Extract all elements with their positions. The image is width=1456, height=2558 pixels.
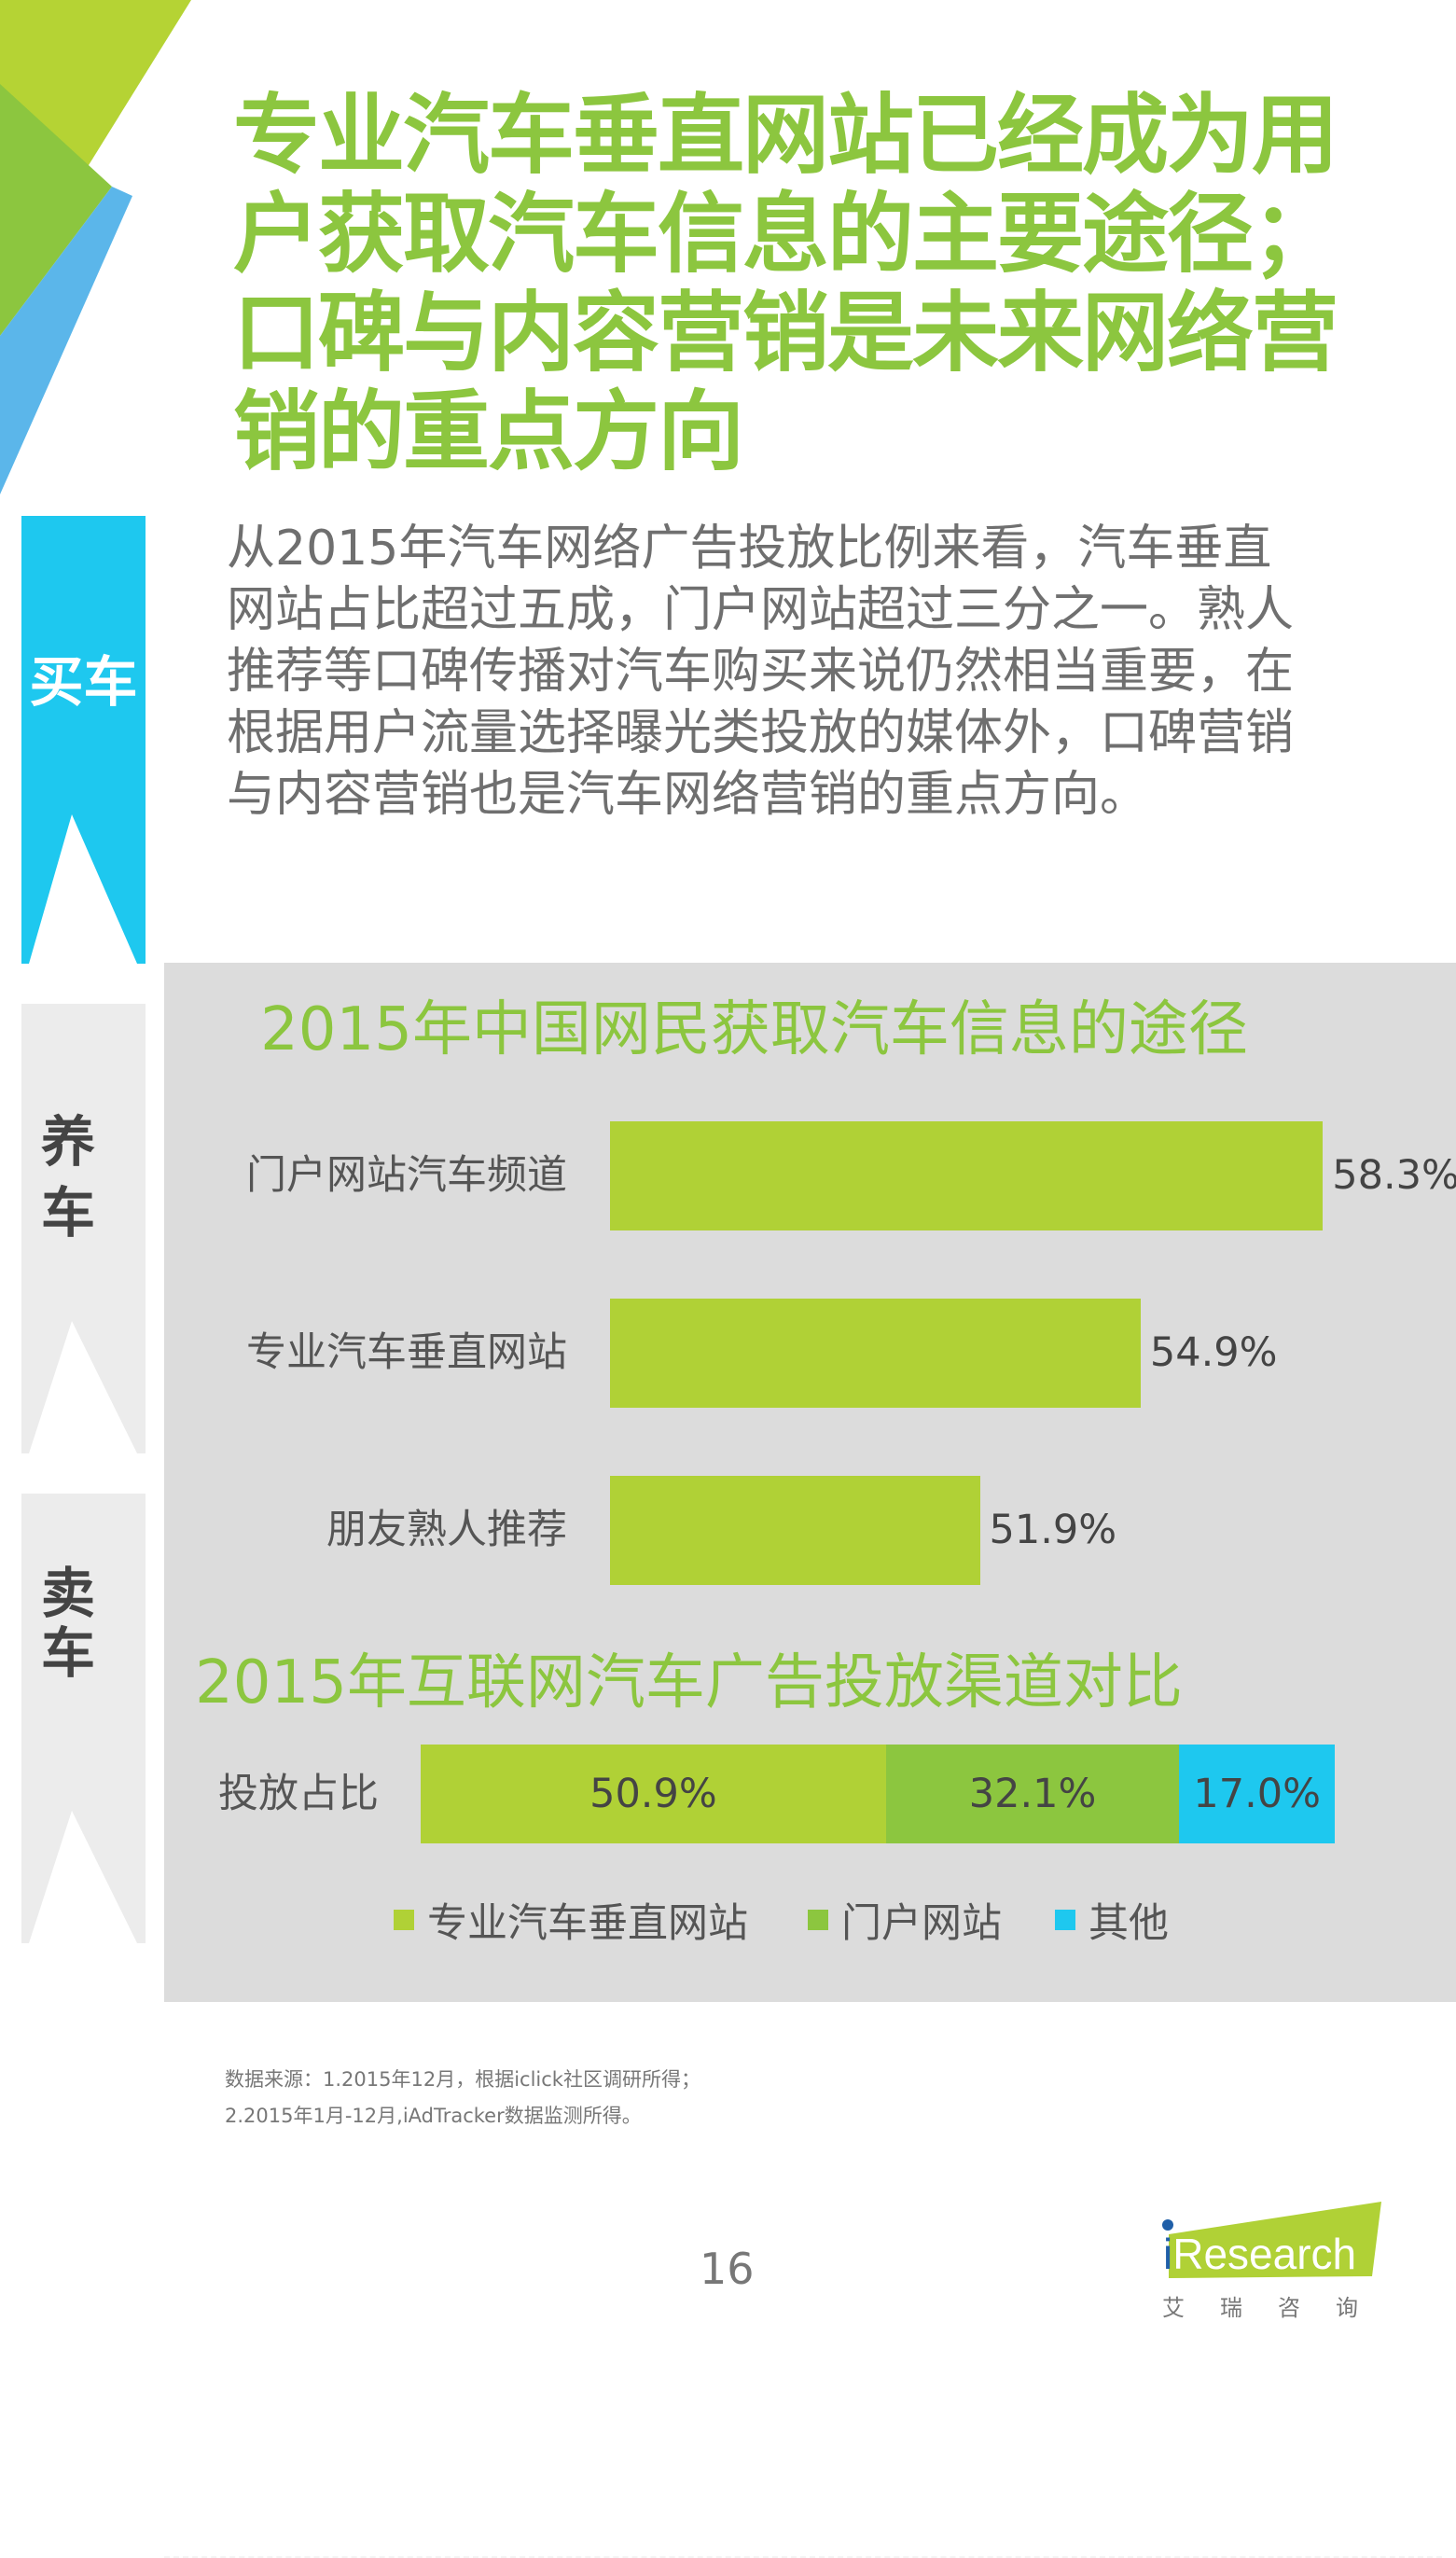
chart-panel: 2015年中国网民获取汽车信息的途径 门户网站汽车频道 58.3% 专业汽车垂直网站… <box>164 963 1456 2558</box>
bar-value-label: 58.3% <box>1332 1152 1456 1199</box>
title-line: 户获取汽车信息的主要途径； <box>233 184 1338 285</box>
legend-item: 专业汽车垂直网站 <box>394 1891 748 1949</box>
stacked-category-label: 投放占比 <box>218 1771 379 1817</box>
bar <box>610 1121 1324 1230</box>
body-paragraph: 从2015年汽车网络广告投放比例来看，汽车垂直 网站占比超过五成，门户网站超过三… <box>227 518 1383 826</box>
source-line: 2.2015年1月-12月,iAdTracker数据监测所得。 <box>225 2105 642 2127</box>
tab-label: 卖车 <box>40 1562 95 1685</box>
iresearch-logo: iResearch 艾瑞咨询 <box>1159 2202 1383 2323</box>
legend-label: 门户网站 <box>841 1900 1002 1947</box>
chart1-title: 2015年中国网民获取汽车信息的途径 <box>260 995 1248 1064</box>
legend-swatch <box>394 1910 414 1930</box>
body-line: 从2015年汽车网络广告投放比例来看，汽车垂直 <box>227 521 1272 577</box>
source-line: 数据来源：1.2015年12月，根据iclick社区调研所得； <box>225 2068 700 2091</box>
body-line: 与内容营销也是汽车网络营销的重点方向。 <box>227 767 1149 823</box>
corner-decoration <box>0 0 191 494</box>
title-line: 销的重点方向 <box>233 382 744 482</box>
body-line: 网站占比超过五成，门户网站超过三分之一。熟人 <box>227 582 1295 638</box>
logo-graphic: iResearch 艾瑞咨询 <box>1162 2202 1383 2321</box>
page-number: 16 <box>700 2244 755 2294</box>
tab-label: 养车 <box>40 1110 95 1244</box>
tab-buy-car[interactable]: 买车 <box>21 516 146 964</box>
tab-label: 买车 <box>29 650 138 714</box>
bar <box>610 1476 980 1585</box>
body-line: 推荐等口碑传播对汽车购买来说仍然相当重要，在 <box>227 644 1295 700</box>
stacked-segment: 17.0% <box>1179 1745 1335 1843</box>
bar-value-label: 54.9% <box>1149 1329 1278 1376</box>
legend-item: 其他 <box>1055 1891 1169 1949</box>
page-title: 专业汽车垂直网站已经成为用 户获取汽车信息的主要途径； 口碑与内容营销是未来网络… <box>233 86 1408 481</box>
legend-item: 门户网站 <box>808 1891 1002 1949</box>
title-line: 专业汽车垂直网站已经成为用 <box>233 85 1338 186</box>
svg-text:iResearch: iResearch <box>1163 2230 1356 2278</box>
bar-value-label: 51.9% <box>989 1507 1117 1553</box>
tab-maintain-car[interactable]: 养车 <box>21 1004 146 1453</box>
legend-swatch <box>1055 1910 1075 1930</box>
legend-swatch <box>808 1910 828 1930</box>
stacked-segment: 32.1% <box>885 1745 1180 1843</box>
tab-sell-car[interactable]: 卖车 <box>21 1494 146 1943</box>
title-line: 口碑与内容营销是未来网络营 <box>233 283 1338 383</box>
stacked-segment: 50.9% <box>421 1745 886 1843</box>
data-source: 数据来源：1.2015年12月，根据iclick社区调研所得； 2.2015年1… <box>225 2062 700 2134</box>
body-line: 根据用户流量选择曝光类投放的媒体外，口碑营销 <box>227 705 1295 761</box>
bar-category-label: 朋友熟人推荐 <box>326 1507 567 1553</box>
chart2-title: 2015年互联网汽车广告投放渠道对比 <box>195 1648 1183 1717</box>
svg-text:艾瑞咨询: 艾瑞咨询 <box>1162 2295 1383 2321</box>
bar-category-label: 门户网站汽车频道 <box>246 1152 567 1199</box>
legend-label: 专业汽车垂直网站 <box>427 1900 748 1947</box>
bar <box>610 1299 1141 1408</box>
legend-label: 其他 <box>1089 1900 1169 1947</box>
bar-category-label: 专业汽车垂直网站 <box>246 1329 567 1376</box>
